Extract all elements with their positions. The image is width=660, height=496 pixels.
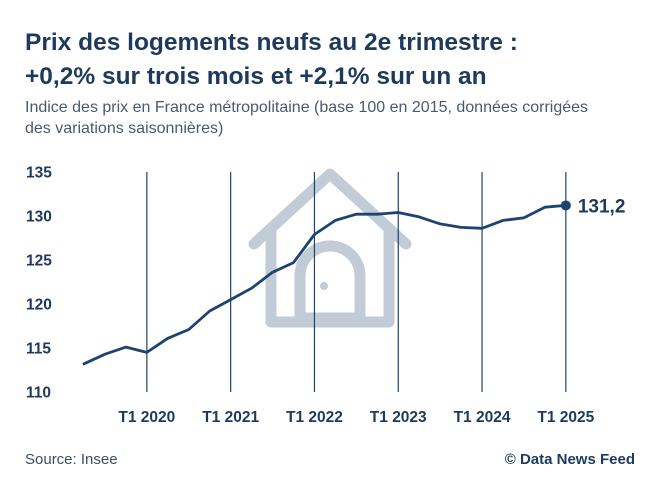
subtitle-line-1: Indice des prix en France métropolitaine… [25, 99, 589, 116]
subtitle-line-2: des variations saisonnières) [25, 120, 224, 137]
y-tick-label: 125 [26, 253, 52, 270]
house-icon [248, 168, 412, 328]
x-tick-label: T1 2025 [537, 409, 594, 426]
y-tick-label: 120 [26, 297, 52, 314]
end-value-label: 131,2 [578, 196, 626, 217]
gridlines [146, 172, 567, 392]
y-tick-label: 135 [26, 165, 52, 182]
x-tick-label: T1 2024 [454, 409, 511, 426]
x-tick-label: T1 2023 [370, 409, 427, 426]
y-tick-label: 110 [26, 385, 51, 402]
x-axis-ticks: T1 2020 T1 2021 T1 2022 T1 2023 T1 2024 T1 20… [118, 409, 594, 426]
x-tick-label: T1 2020 [118, 409, 175, 426]
house-roof [248, 168, 412, 250]
series-group: 131,2 [82, 196, 626, 366]
x-tick-label: T1 2022 [286, 409, 343, 426]
title-line-1: Prix des logements neufs au 2e trimestre… [25, 29, 518, 56]
chart-title: Prix des logements neufs au 2e trimestre… [25, 26, 645, 94]
house-door-knob [320, 282, 328, 290]
series-line [82, 203, 568, 366]
y-tick-label: 130 [26, 209, 52, 226]
house-door [294, 240, 366, 324]
credit-note: © Data News Feed [504, 451, 635, 468]
y-axis-ticks: 110 115 120 125 130 135 [26, 165, 52, 402]
source-note: Source: Insee [25, 451, 118, 468]
title-line-2: +0,2% sur trois mois et +2,1% sur un an [25, 63, 487, 90]
end-point-marker [560, 200, 571, 211]
x-tick-label: T1 2021 [202, 409, 259, 426]
chart-subtitle: Indice des prix en France métropolitaine… [25, 97, 645, 139]
y-tick-label: 115 [26, 341, 51, 358]
